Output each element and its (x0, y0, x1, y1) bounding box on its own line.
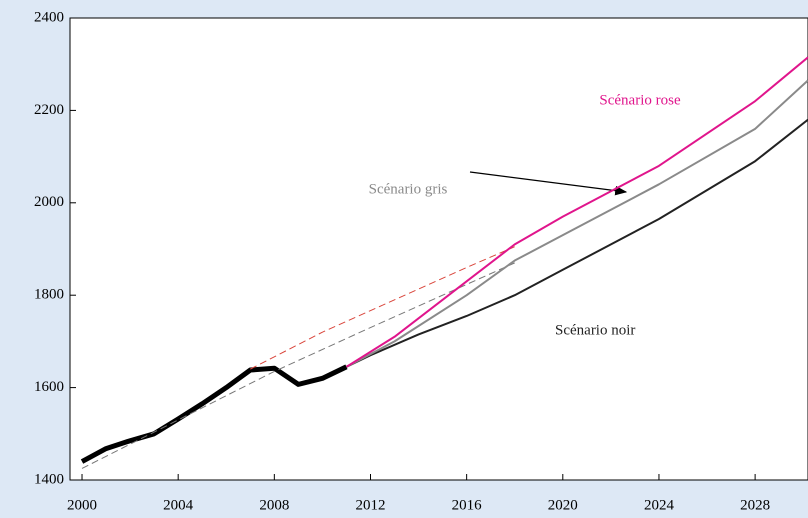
y-tick-label: 1400 (34, 471, 64, 487)
x-tick-label: 2008 (259, 497, 289, 513)
series-line (80, 364, 348, 464)
x-tick-label: 2020 (548, 497, 578, 513)
series-line (250, 246, 515, 370)
x-tick-label: 2016 (452, 497, 483, 513)
x-tick-label: 2024 (644, 497, 675, 513)
y-tick-label: 2000 (34, 194, 64, 210)
series-line (346, 118, 808, 368)
x-tick-label: 2000 (67, 497, 97, 513)
x-tick-label: 2004 (163, 497, 194, 513)
y-tick-label: 2200 (34, 102, 64, 118)
series-line (345, 79, 808, 368)
x-tick-label: 2028 (740, 497, 770, 513)
y-tick-label: 1600 (34, 379, 64, 395)
series-label: Scénario noir (555, 322, 635, 338)
series-label: Scénario gris (369, 181, 448, 197)
annotation-arrow (469, 171, 628, 196)
plot-area (69, 17, 808, 481)
series-label: Scénario rose (599, 92, 681, 108)
y-tick-label: 2400 (34, 9, 64, 25)
x-tick-label: 2012 (355, 497, 385, 513)
y-tick-label: 1800 (34, 287, 64, 303)
series-line (345, 56, 808, 368)
